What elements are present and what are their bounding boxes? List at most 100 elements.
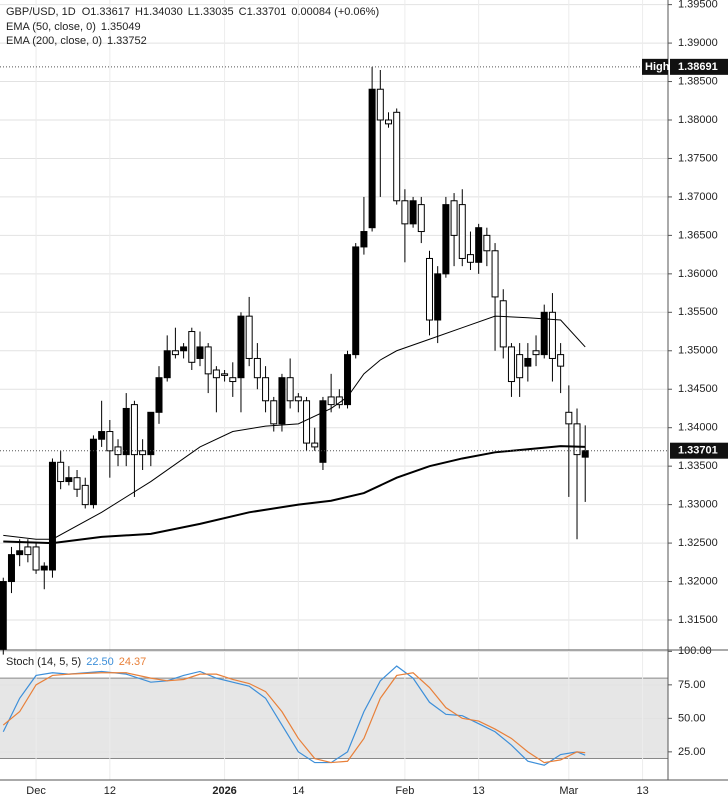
candle-body [81, 484, 89, 506]
candle-body [344, 354, 352, 406]
candle-body [139, 450, 147, 456]
y-tick-label: 100.00 [678, 645, 712, 657]
stoch-value: 22.50 [86, 656, 114, 668]
y-tick-label: 1.39000 [678, 37, 718, 49]
candle-body [548, 311, 556, 359]
candle-body [114, 446, 122, 456]
legend-high: H1.34030 [135, 6, 183, 18]
candle-body [294, 396, 302, 402]
candle-body [0, 581, 7, 650]
candle-body [155, 377, 163, 413]
candle-body [573, 423, 581, 456]
y-tick-label: 75.00 [678, 679, 706, 691]
y-tick-label: 1.32000 [678, 575, 718, 587]
candle-body [262, 377, 270, 402]
y-tick-label: 1.38500 [678, 75, 718, 87]
high-price-label: 1.38691 [678, 61, 718, 73]
legend-main: GBP/USD, 1D O1.33617 H1.34030 L1.33035 C1.33… [6, 6, 379, 18]
x-tick-label: Dec [26, 785, 46, 797]
candle-body [401, 200, 409, 225]
ema-last: 1.33752 [107, 35, 147, 47]
candle-body [368, 88, 376, 229]
candle-body [532, 350, 540, 356]
y-tick-label: 1.34000 [678, 422, 718, 434]
candle-body [171, 350, 179, 356]
candle-body [434, 273, 442, 321]
y-tick-label: 1.33000 [678, 499, 718, 511]
candle-body [237, 315, 245, 379]
ema-name: EMA (200, close, 0) [6, 35, 102, 47]
candle-body [130, 404, 138, 456]
candle-body [188, 331, 196, 363]
candle-body [524, 357, 532, 367]
candle-body [450, 200, 458, 236]
legend-low: L1.33035 [188, 6, 234, 18]
candle-body [40, 565, 48, 571]
x-tick-label: 12 [104, 785, 116, 797]
candle-body [57, 461, 65, 483]
y-tick-label: 1.33500 [678, 460, 718, 472]
candle-body [475, 227, 483, 263]
candle-body [565, 411, 573, 425]
candle-body [311, 442, 319, 448]
candle-body [466, 254, 474, 263]
y-tick-label: 1.35500 [678, 306, 718, 318]
stoch-title: Stoch (14, 5, 5) [6, 656, 81, 668]
legend-ema200: EMA (200, close, 0) 1.33752 [6, 35, 147, 47]
candle-body [557, 354, 565, 367]
ema-line [3, 445, 586, 545]
candle-body [212, 369, 220, 379]
x-tick-label: Mar [559, 785, 578, 797]
candle-body [245, 315, 253, 359]
candle-body [319, 400, 327, 463]
candle-body [270, 400, 278, 425]
candle-body [425, 257, 433, 321]
y-tick-label: 25.00 [678, 746, 706, 758]
candle-body [417, 204, 425, 233]
y-tick-label: 1.37000 [678, 191, 718, 203]
legend-close: C1.33701 [239, 6, 287, 18]
candle-body [122, 407, 130, 456]
legend-title: GBP/USD, 1D [6, 6, 76, 18]
candle-body [393, 111, 401, 202]
candle-body [204, 346, 212, 375]
y-tick-label: 1.39500 [678, 0, 718, 11]
candle-body [327, 396, 335, 406]
x-tick-label: 13 [473, 785, 485, 797]
high-tag [642, 58, 668, 75]
candle-body [303, 400, 311, 444]
x-tick-label: 13 [636, 785, 648, 797]
x-tick-label: 2026 [212, 785, 236, 797]
candle-body [221, 373, 229, 376]
candle-body [360, 231, 368, 248]
ema-line [3, 315, 586, 540]
candle-body [499, 300, 507, 348]
y-tick-label: 1.34500 [678, 383, 718, 395]
candle-body [196, 346, 204, 359]
x-tick-label: Feb [395, 785, 414, 797]
y-tick-label: 1.31500 [678, 614, 718, 626]
candle-body [352, 246, 360, 356]
ema-last: 1.35049 [101, 21, 141, 33]
last-price-label: 1.33701 [678, 445, 718, 457]
y-tick-label: 1.37500 [678, 152, 718, 164]
stoch-legend: Stoch (14, 5, 5) 22.50 24.37 [6, 656, 146, 668]
candle-body [516, 354, 524, 379]
legend-open: O1.33617 [82, 6, 130, 18]
candle-body [7, 554, 15, 583]
candle-body [48, 461, 56, 571]
y-tick-label: 1.36500 [678, 229, 718, 241]
candle-body [253, 357, 261, 379]
candle-body [229, 377, 237, 383]
candle-body [163, 350, 171, 379]
last-price-box [670, 442, 728, 459]
candle-body [180, 346, 188, 352]
candle-body [540, 311, 548, 356]
x-tick-label: 14 [292, 785, 304, 797]
candle-body [32, 546, 40, 571]
candle-body [442, 204, 450, 275]
legend-ema50: EMA (50, close, 0) 1.35049 [6, 21, 141, 33]
